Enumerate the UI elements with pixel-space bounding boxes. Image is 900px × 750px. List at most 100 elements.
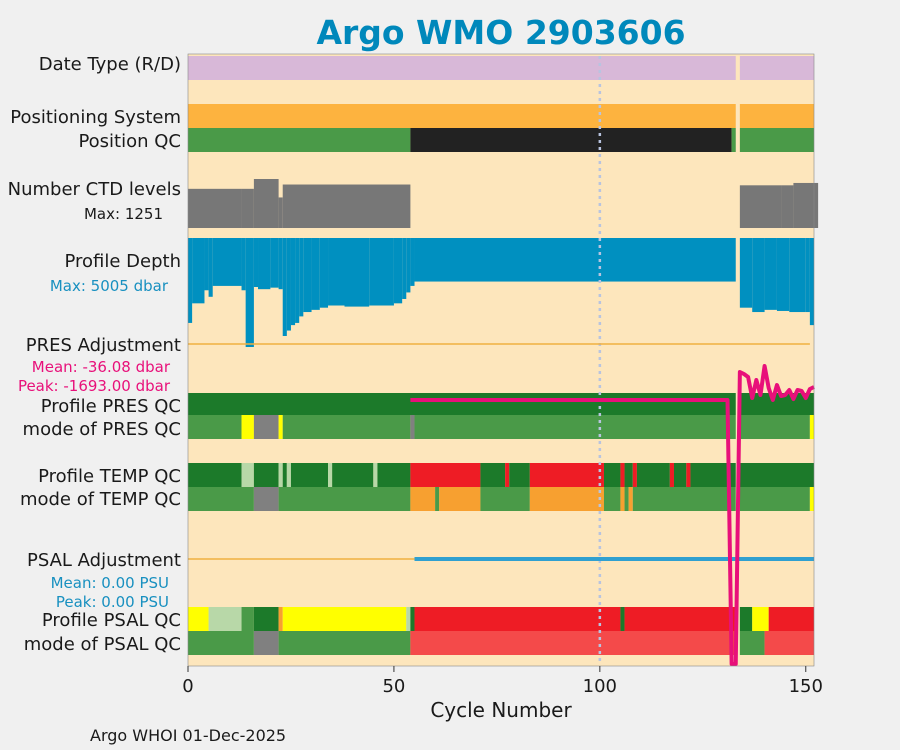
ctd-levels-bar-7 <box>781 185 794 228</box>
ctd-levels-bar-4 <box>282 184 411 228</box>
profile-depth-bar-18 <box>319 238 329 308</box>
qc-segment-profile_psal_qc-2 <box>241 607 254 631</box>
adjustment-lines-layer <box>188 343 815 666</box>
qc-segment-profile_temp_qc-9 <box>373 463 378 487</box>
qc-segment-profile_pres_qc-0 <box>188 393 736 415</box>
label-profile-pres-qc: Profile PRES QC <box>41 396 181 417</box>
qc-segment-mode_temp_qc-7 <box>529 487 604 511</box>
qc-segment-mode_pres_qc-3 <box>278 415 283 439</box>
qc-segment-mode_pres_qc-8 <box>809 415 814 439</box>
ctd-levels-bar-3 <box>278 197 283 228</box>
profile-depth-bar-21 <box>369 238 394 306</box>
x-tick-label-1: 50 <box>382 676 405 697</box>
qc-segment-position_qc-2 <box>731 128 736 152</box>
profile-depth-bar-26 <box>414 238 736 282</box>
qc-segment-profile_psal_qc-5 <box>282 607 407 631</box>
profile-depth-bar-28 <box>739 238 753 308</box>
qc-segment-profile_temp_qc-23 <box>686 463 691 487</box>
label-date-type: Date Type (R/D) <box>39 54 181 75</box>
label-psal-adjustment: PSAL Adjustment <box>27 550 181 571</box>
label-ctd-max: Max: 1251 <box>84 205 163 223</box>
qc-segment-profile_temp_qc-10 <box>377 463 411 487</box>
x-tick-label-3: 150 <box>789 676 823 697</box>
x-tick-label-0: 0 <box>182 676 193 697</box>
ctd-levels-bar-1 <box>241 188 254 228</box>
qc-segment-mode_psal_qc-2 <box>278 631 411 655</box>
label-profile-depth: Profile Depth <box>64 251 181 272</box>
qc-segment-profile_temp_qc-17 <box>620 463 625 487</box>
qc-segment-mode_pres_qc-6 <box>414 415 736 439</box>
qc-segment-date_type-1 <box>739 56 814 80</box>
label-ctd-levels: Number CTD levels <box>8 179 181 200</box>
profile-depth-bar-9 <box>270 238 279 288</box>
qc-segment-profile_psal_qc-13 <box>768 607 814 631</box>
qc-segment-profile_psal_qc-7 <box>410 607 415 631</box>
qc-segment-profile_psal_qc-12 <box>752 607 769 631</box>
x-axis-ticks: 0 50 100 150 <box>182 666 823 697</box>
qc-segment-mode_temp_qc-2 <box>278 487 411 511</box>
qc-segment-profile_temp_qc-16 <box>603 463 621 487</box>
qc-segment-profile_temp_qc-5 <box>286 463 291 487</box>
profile-depth-bar-5 <box>241 238 246 291</box>
qc-segment-mode_temp_qc-0 <box>188 487 254 511</box>
qc-segment-mode_pres_qc-5 <box>410 415 415 439</box>
qc-segment-mode_temp_qc-13 <box>739 487 810 511</box>
profile-depth-bar-30 <box>764 238 777 310</box>
qc-segment-profile_temp_qc-19 <box>632 463 637 487</box>
qc-segment-profile_psal_qc-6 <box>406 607 411 631</box>
qc-segment-position_qc-0 <box>188 128 411 152</box>
profile-depth-bar-8 <box>258 238 271 290</box>
qc-segment-mode_psal_qc-5 <box>764 631 814 655</box>
profile-depth-bar-13 <box>290 238 296 326</box>
qc-segment-profile_psal_qc-4 <box>278 607 283 631</box>
qc-segment-mode_temp_qc-10 <box>624 487 629 511</box>
qc-segment-profile_psal_qc-0 <box>188 607 209 631</box>
profile-depth-bar-32 <box>789 238 806 313</box>
qc-segment-mode_psal_qc-0 <box>188 631 254 655</box>
qc-segment-mode_temp_qc-12 <box>632 487 736 511</box>
label-pres-peak: Peak: -1693.00 dbar <box>18 377 171 395</box>
qc-segment-position_qc-3 <box>739 128 814 152</box>
qc-segment-mode_psal_qc-1 <box>253 631 279 655</box>
qc-bars-layer <box>188 56 814 655</box>
label-mode-temp-qc: mode of TEMP QC <box>20 489 181 510</box>
qc-segment-profile_temp_qc-18 <box>624 463 633 487</box>
qc-segment-profile_temp_qc-12 <box>480 463 506 487</box>
qc-segment-profile_temp_qc-25 <box>739 463 814 487</box>
label-depth-max: Max: 5005 dbar <box>50 277 169 295</box>
qc-segment-profile_temp_qc-15 <box>529 463 604 487</box>
qc-segment-mode_temp_qc-8 <box>603 487 621 511</box>
label-profile-psal-qc: Profile PSAL QC <box>42 610 181 631</box>
profile-depth-bar-24 <box>406 238 411 293</box>
qc-segment-mode_pres_qc-0 <box>188 415 242 439</box>
qc-segment-profile_temp_qc-3 <box>278 463 283 487</box>
profile-depth-bar-23 <box>402 238 407 299</box>
qc-segment-mode_temp_qc-4 <box>435 487 440 511</box>
label-mode-pres-qc: mode of PRES QC <box>23 419 181 440</box>
x-axis-label: Cycle Number <box>430 698 572 722</box>
profile-depth-bar-4 <box>212 238 242 286</box>
qc-segment-mode_pres_qc-7 <box>739 415 810 439</box>
qc-segment-mode_temp_qc-11 <box>628 487 633 511</box>
profile-depth-bar-29 <box>752 238 765 313</box>
qc-segment-profile_temp_qc-1 <box>241 463 254 487</box>
qc-segment-profile_psal_qc-1 <box>208 607 242 631</box>
qc-segment-mode_temp_qc-14 <box>809 487 814 511</box>
qc-segment-mode_temp_qc-5 <box>439 487 481 511</box>
ctd-levels-bar-2 <box>253 179 279 228</box>
profile-depth-bar-6 <box>245 238 254 347</box>
plot-frame <box>187 53 815 667</box>
ctd-levels-bar-0 <box>188 188 242 228</box>
plot-background <box>188 54 814 666</box>
profile-depth-bar-0 <box>188 238 193 323</box>
qc-segment-mode_psal_qc-4 <box>739 631 765 655</box>
profile-depth-bar-7 <box>253 238 259 288</box>
profile-depth-bar-16 <box>303 238 312 313</box>
qc-segment-mode_pres_qc-4 <box>282 415 411 439</box>
qc-segment-positioning-0 <box>188 104 736 128</box>
label-psal-mean: Mean: 0.00 PSU <box>51 574 169 592</box>
qc-segment-profile_temp_qc-4 <box>282 463 287 487</box>
qc-segment-profile_temp_qc-22 <box>673 463 687 487</box>
qc-segment-mode_psal_qc-3 <box>410 631 736 655</box>
profile-depth-bar-3 <box>208 238 213 297</box>
